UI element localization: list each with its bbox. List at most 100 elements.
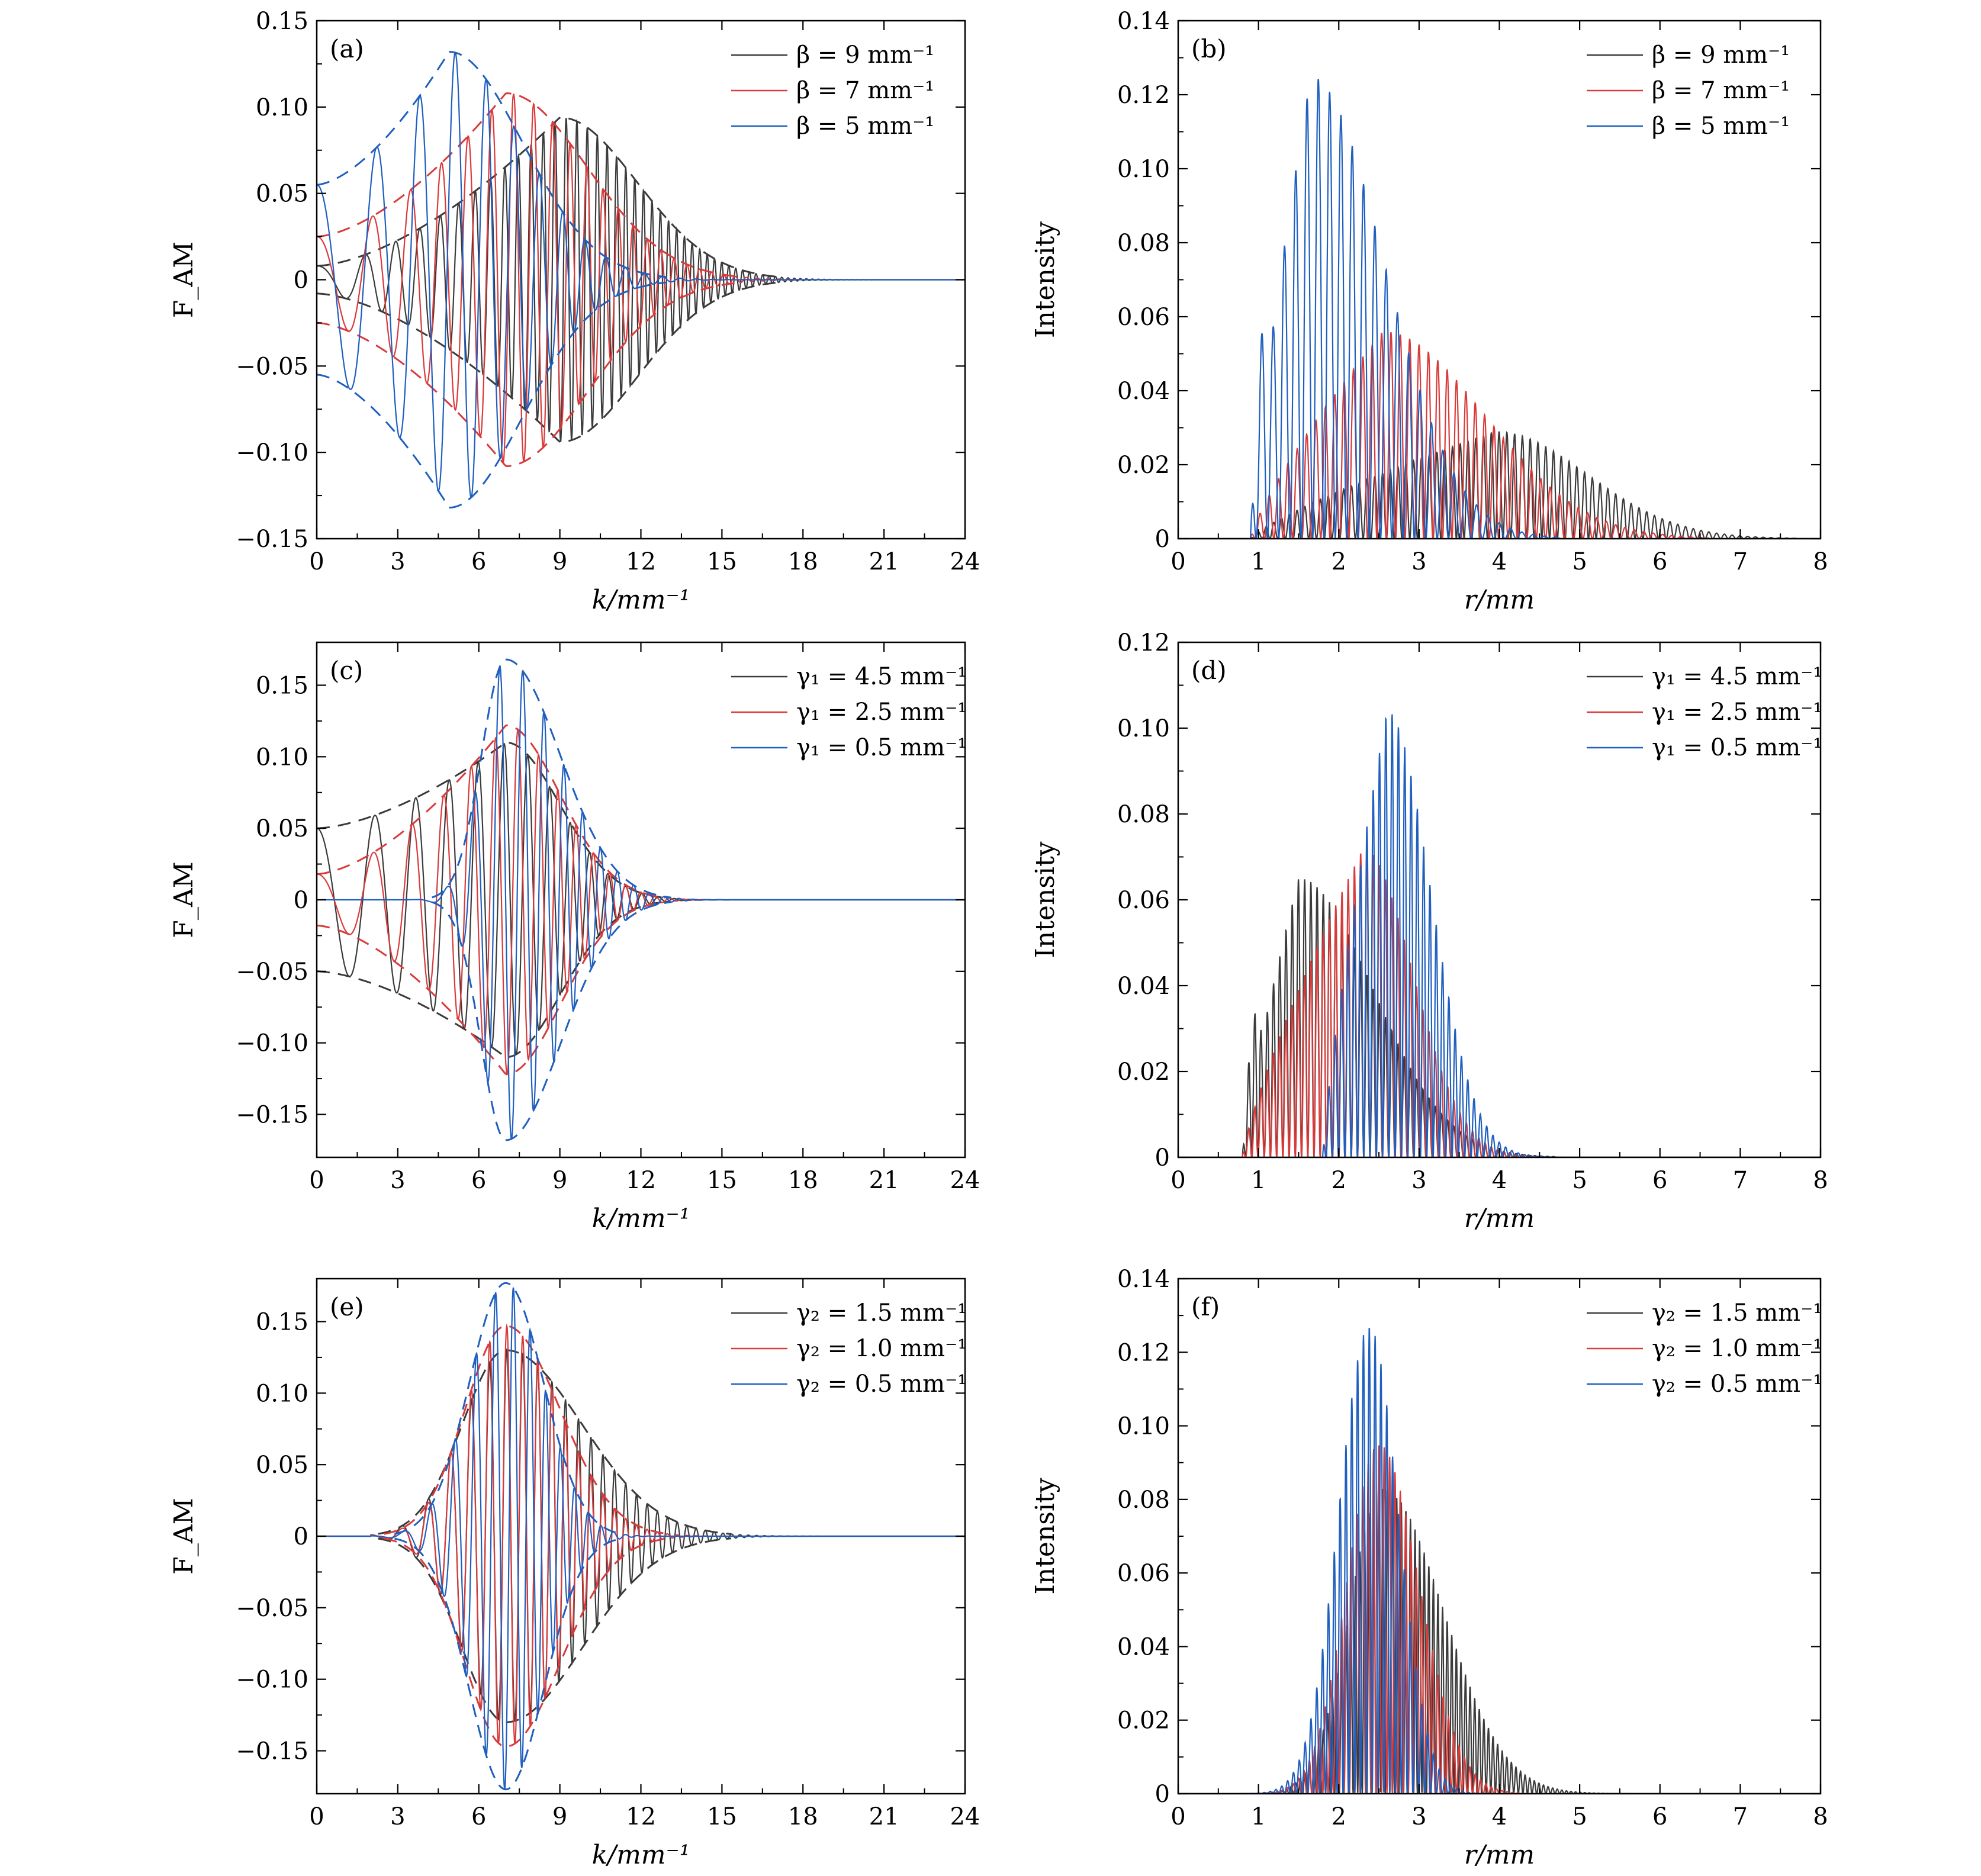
envelope-lower-1 xyxy=(378,1537,732,1723)
x-tick-label: 24 xyxy=(950,1167,980,1194)
x-tick-label: 0 xyxy=(309,1167,324,1194)
legend-label-3: γ₂ = 0.5 mm⁻¹ xyxy=(1652,1370,1822,1398)
x-tick-label: 24 xyxy=(950,548,980,575)
x-tick-label: 4 xyxy=(1492,548,1507,575)
y-tick-label: 0.14 xyxy=(1117,1266,1170,1293)
envelope-upper-1 xyxy=(378,1349,732,1535)
plot-area xyxy=(1178,79,1821,539)
y-tick-label: 0.02 xyxy=(1117,452,1170,479)
y-tick-label: 0.05 xyxy=(256,1452,308,1479)
legend-label-1: γ₂ = 1.5 mm⁻¹ xyxy=(1652,1299,1822,1327)
legend-label-2: γ₁ = 2.5 mm⁻¹ xyxy=(1652,699,1822,726)
x-tick-label: 0 xyxy=(1170,1167,1185,1194)
x-tick-label: 6 xyxy=(471,1167,486,1194)
x-tick-label: 1 xyxy=(1251,1803,1266,1830)
y-axis-label: F_AM xyxy=(169,1498,199,1574)
x-tick-label: 0 xyxy=(309,548,324,575)
legend-label-3: β = 5 mm⁻¹ xyxy=(1652,112,1790,140)
envelope-lower-3 xyxy=(317,281,667,509)
x-tick-label: 9 xyxy=(552,1167,567,1194)
x-tick-label: 2 xyxy=(1332,1167,1346,1194)
panel-a: 0 3 6 9 12 15 18 21 24 −0.15 −0.10 −0.05 0 0.05 0.10 0.… xyxy=(169,8,980,615)
x-tick-label: 8 xyxy=(1813,548,1828,575)
y-tick-label: −0.15 xyxy=(236,1102,308,1129)
x-tick-label: 5 xyxy=(1572,548,1587,575)
plot-area xyxy=(1178,1328,1821,1794)
y-tick-label: 0.15 xyxy=(256,672,308,700)
x-tick-label: 8 xyxy=(1813,1803,1828,1830)
y-tick-label: −0.05 xyxy=(236,958,308,986)
x-tick-label: 12 xyxy=(626,548,656,575)
y-tick-label: −0.05 xyxy=(236,353,308,380)
plot-area xyxy=(317,1282,965,1791)
envelope-lower-2 xyxy=(317,281,742,468)
y-tick-label: 0.06 xyxy=(1117,887,1170,914)
x-tick-label: 0 xyxy=(309,1803,324,1830)
series-line-1 xyxy=(317,1348,965,1723)
x-tick-label: 7 xyxy=(1733,1167,1748,1194)
y-tick-label: 0.10 xyxy=(1117,156,1170,183)
x-tick-label: 12 xyxy=(626,1167,656,1194)
series-line-2 xyxy=(1178,1445,1821,1794)
x-tick-label: 1 xyxy=(1251,548,1266,575)
panel-label: (a) xyxy=(330,34,364,63)
y-tick-label: 0.05 xyxy=(256,815,308,842)
x-axis-label: k/mm⁻¹ xyxy=(592,1840,690,1870)
envelope-upper-3 xyxy=(394,1282,622,1535)
x-tick-label: 2 xyxy=(1332,548,1346,575)
x-tick-label: 6 xyxy=(1652,548,1667,575)
y-axis-label: F_AM xyxy=(169,242,199,318)
legend: γ₁ = 4.5 mm⁻¹ γ₁ = 2.5 mm⁻¹ γ₁ = 0.5 mm⁻¹ xyxy=(1587,663,1822,761)
panel-b: 0 1 2 3 4 5 6 7 8 0 0.02 0.04 0.06 0.08 0.10 0.12 0.14 r/… xyxy=(1030,8,1828,615)
envelope-upper-3 xyxy=(432,658,672,899)
y-tick-label: 0 xyxy=(1155,1144,1170,1172)
x-tick-label: 5 xyxy=(1572,1803,1587,1830)
x-tick-label: 24 xyxy=(950,1803,980,1830)
legend-label-3: γ₁ = 0.5 mm⁻¹ xyxy=(796,734,967,761)
legend-label-2: γ₂ = 1.0 mm⁻¹ xyxy=(796,1335,967,1362)
y-tick-label: 0 xyxy=(1155,526,1170,553)
panel-label: (b) xyxy=(1191,34,1227,63)
x-tick-label: 15 xyxy=(707,1167,737,1194)
panel-f: 0 1 2 3 4 5 6 7 8 0 0.02 0.04 0.06 0.08 0.10 0.12 0.14 r/… xyxy=(1030,1266,1828,1870)
legend: γ₂ = 1.5 mm⁻¹ γ₂ = 1.0 mm⁻¹ γ₂ = 0.5 mm⁻¹ xyxy=(1587,1299,1822,1398)
envelope-upper-2 xyxy=(317,724,665,899)
y-tick-label: 0.15 xyxy=(256,8,308,35)
envelope-lower-2 xyxy=(384,1537,668,1748)
legend-label-1: γ₁ = 4.5 mm⁻¹ xyxy=(1652,663,1822,690)
y-tick-label: 0.10 xyxy=(1117,1413,1170,1440)
series-line-3 xyxy=(317,666,965,1141)
x-axis-label: k/mm⁻¹ xyxy=(592,585,690,615)
panel-c: 0 3 6 9 12 15 18 21 24 −0.15 −0.10 −0.05 0 0.05 0.10 0.… xyxy=(169,641,980,1234)
legend-label-2: β = 7 mm⁻¹ xyxy=(1652,77,1790,104)
x-tick-label: 0 xyxy=(1170,548,1185,575)
envelope-lower-3 xyxy=(432,901,672,1141)
y-axis-label: Intensity xyxy=(1030,221,1060,338)
y-tick-label: 0.12 xyxy=(1117,1339,1170,1366)
x-tick-label: 0 xyxy=(1170,1803,1185,1830)
y-tick-label: 0.12 xyxy=(1117,629,1170,657)
y-tick-label: 0.10 xyxy=(256,94,308,121)
x-tick-label: 4 xyxy=(1492,1803,1507,1830)
legend: β = 9 mm⁻¹ β = 7 mm⁻¹ β = 5 mm⁻¹ xyxy=(731,41,934,140)
x-tick-label: 1 xyxy=(1251,1167,1266,1194)
y-tick-label: 0 xyxy=(294,887,308,914)
x-tick-label: 3 xyxy=(1411,1803,1426,1830)
y-tick-label: −0.10 xyxy=(236,439,308,466)
y-tick-label: −0.15 xyxy=(236,1738,308,1765)
series-line-3 xyxy=(317,52,965,498)
y-tick-label: −0.05 xyxy=(236,1595,308,1622)
x-tick-label: 18 xyxy=(788,1167,818,1194)
y-tick-label: 0.08 xyxy=(1117,801,1170,828)
y-axis-label: F_AM xyxy=(169,861,199,938)
x-tick-label: 6 xyxy=(1652,1167,1667,1194)
y-tick-label: 0.04 xyxy=(1117,973,1170,1000)
x-tick-label: 18 xyxy=(788,1803,818,1830)
legend-label-2: β = 7 mm⁻¹ xyxy=(796,77,934,104)
x-tick-label: 3 xyxy=(390,1167,405,1194)
plot-area xyxy=(1178,714,1821,1157)
x-tick-label: 4 xyxy=(1492,1167,1507,1194)
legend-label-3: γ₂ = 0.5 mm⁻¹ xyxy=(796,1370,967,1398)
x-tick-label: 6 xyxy=(1652,1803,1667,1830)
series-line-3 xyxy=(1178,1328,1821,1794)
